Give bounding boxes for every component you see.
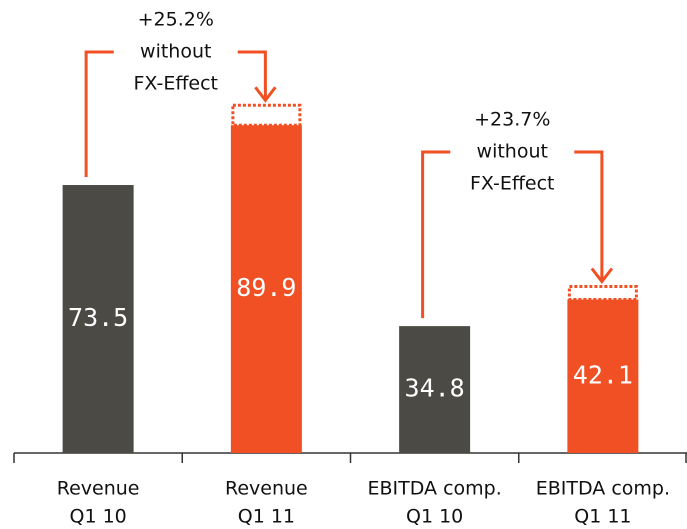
- value-label: 89.9: [236, 273, 296, 302]
- annotation: without: [140, 41, 211, 63]
- arrow-head: [254, 86, 277, 103]
- bracket: [421, 150, 451, 319]
- x-tick-label: Q1 11: [574, 506, 631, 528]
- annotation: FX-Effect: [470, 173, 555, 195]
- bracket: [237, 50, 267, 100]
- x-tick-label: Q1 10: [69, 506, 126, 528]
- x-tick-label: EBITDA comp.: [536, 478, 670, 500]
- bracket: [574, 150, 604, 281]
- x-tick-label: Q1 11: [238, 506, 295, 528]
- value-label: 73.5: [68, 303, 128, 332]
- bar: [62, 185, 134, 453]
- annotation: +23.7%: [474, 109, 550, 131]
- fx-box: [231, 103, 302, 127]
- x-tick-label: Q1 10: [406, 506, 463, 528]
- arrow-head: [590, 267, 614, 284]
- bar: [399, 326, 471, 453]
- x-tick-label: EBITDA comp.: [367, 478, 501, 500]
- annotation: +25.2%: [138, 9, 214, 31]
- bar: [230, 125, 302, 453]
- value-label: 34.8: [405, 374, 465, 403]
- fx-box: [567, 285, 638, 302]
- x-tick-label: Revenue: [225, 478, 308, 500]
- annotation: without: [477, 141, 548, 163]
- value-label: 42.1: [573, 360, 633, 389]
- bar: [567, 299, 639, 453]
- annotation: FX-Effect: [133, 73, 218, 95]
- bracket: [84, 50, 114, 178]
- x-tick-label: Revenue: [57, 478, 140, 500]
